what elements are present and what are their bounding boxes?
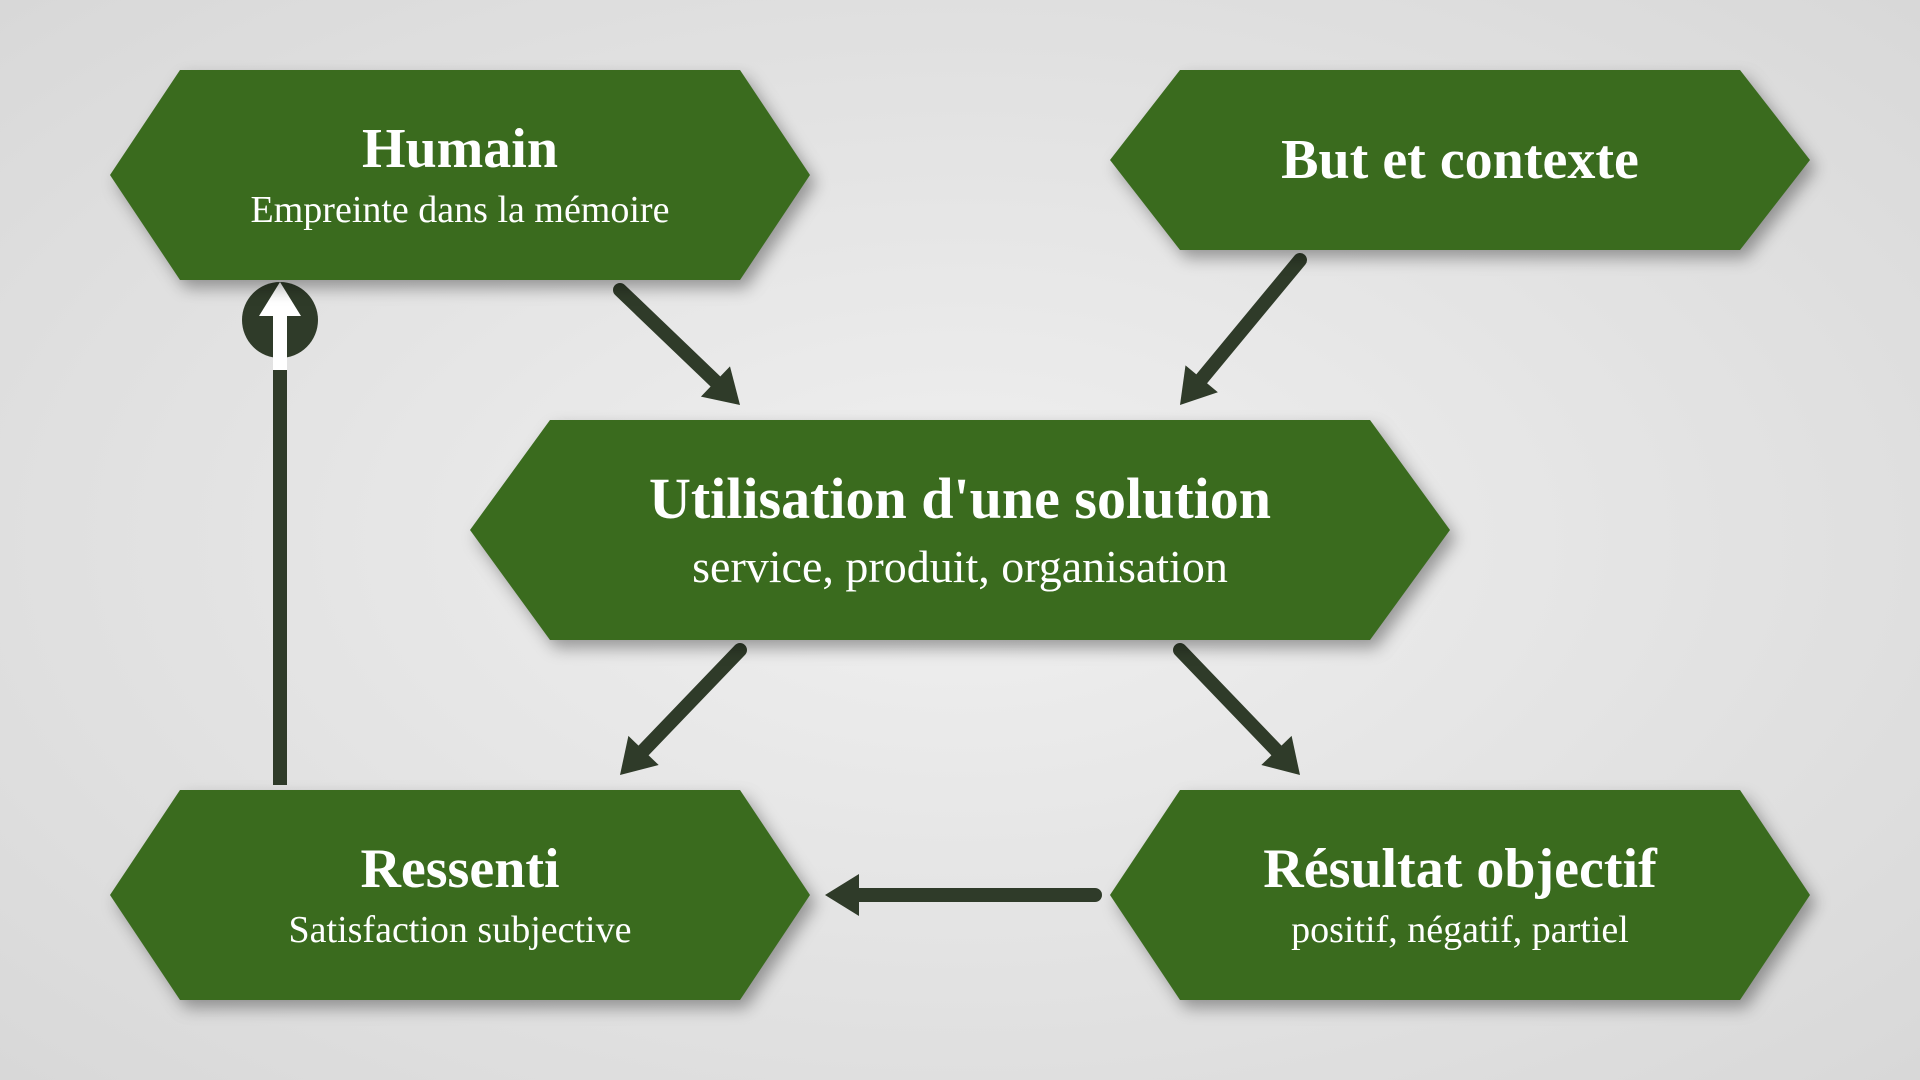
node-but-title: But et contexte [1281, 128, 1639, 192]
node-ressenti-title: Ressenti [289, 837, 632, 901]
but-to-utilisation-head [1180, 365, 1218, 405]
node-ressenti-subtitle: Satisfaction subjective [289, 909, 632, 953]
node-humain: Humain Empreinte dans la mémoire [110, 70, 810, 280]
node-humain-subtitle: Empreinte dans la mémoire [251, 189, 670, 233]
but-to-utilisation [1193, 260, 1300, 389]
node-resultat: Résultat objectif positif, négatif, part… [1110, 790, 1810, 1000]
node-ressenti: Ressenti Satisfaction subjective [110, 790, 810, 1000]
utilisation-to-ressenti-head [620, 736, 659, 775]
feedback-circle-icon [242, 282, 318, 358]
feedback-up-arrow-head-icon [259, 282, 301, 316]
humain-to-utilisation-head [701, 366, 740, 405]
node-resultat-subtitle: positif, négatif, partiel [1263, 909, 1656, 953]
node-humain-title: Humain [251, 117, 670, 181]
utilisation-to-ressenti [634, 650, 740, 760]
node-but: But et contexte [1110, 70, 1810, 250]
utilisation-to-resultat [1180, 650, 1286, 760]
utilisation-to-resultat-head [1261, 736, 1300, 775]
node-utilisation-subtitle: service, produit, organisation [649, 541, 1271, 594]
node-utilisation-title: Utilisation d'une solution [649, 466, 1271, 533]
diagram-stage: Humain Empreinte dans la mémoire But et … [0, 0, 1920, 1080]
node-utilisation: Utilisation d'une solution service, prod… [470, 420, 1450, 640]
node-resultat-title: Résultat objectif [1263, 837, 1656, 901]
humain-to-utilisation [620, 290, 725, 391]
resultat-to-ressenti-head [825, 874, 859, 916]
